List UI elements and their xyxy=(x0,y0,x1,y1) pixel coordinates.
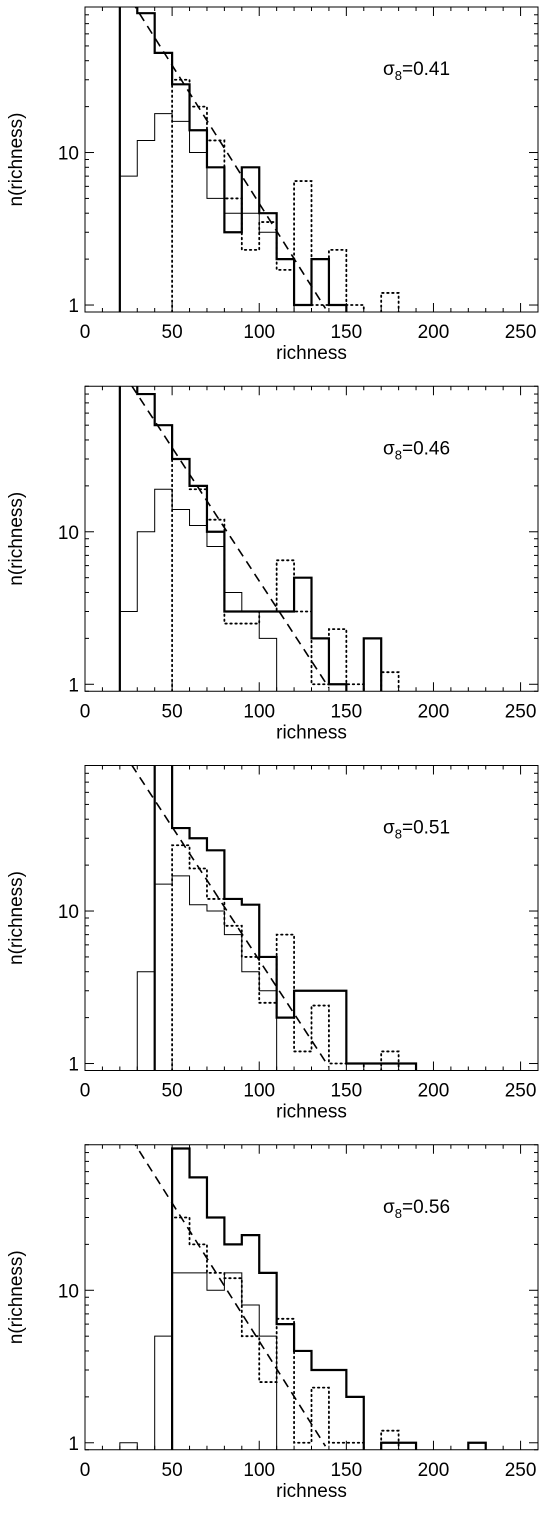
series-thick-solid xyxy=(171,1147,487,1450)
fit-line xyxy=(131,765,330,1068)
y-tick-label: 1 xyxy=(68,1055,79,1076)
x-tick-label: 100 xyxy=(243,322,275,343)
series-dotted xyxy=(171,458,400,692)
x-tick-label: 50 xyxy=(162,701,183,722)
series-thin-solid xyxy=(119,113,295,312)
y-axis-label: n(richness) xyxy=(6,492,27,586)
series-dotted xyxy=(171,1216,400,1450)
series-dotted xyxy=(171,844,400,1071)
x-tick-label: 50 xyxy=(162,1460,183,1481)
y-tick-label: 1 xyxy=(68,675,79,696)
x-tick-label: 0 xyxy=(80,322,91,343)
y-axis-label: n(richness) xyxy=(6,1250,27,1344)
fit-line xyxy=(134,7,327,309)
annotation-subscript: 8 xyxy=(395,68,402,83)
x-tick-label: 100 xyxy=(243,1460,275,1481)
annotation-value: =0.51 xyxy=(402,818,450,839)
x-axis-label: richness xyxy=(276,1481,347,1502)
series-thin-solid xyxy=(136,875,278,1071)
x-tick-label: 50 xyxy=(162,1081,183,1102)
x-tick-label: 250 xyxy=(505,322,537,343)
fit-line xyxy=(131,386,330,689)
y-tick-label: 10 xyxy=(58,144,79,165)
annotation-subscript: 8 xyxy=(395,827,402,842)
y-tick-label: 10 xyxy=(58,523,79,544)
x-tick-label: 0 xyxy=(80,1460,91,1481)
y-tick-label: 10 xyxy=(58,902,79,923)
plot-frame xyxy=(84,765,539,1071)
annotation-symbol: σ xyxy=(383,438,395,459)
x-tick-label: 150 xyxy=(330,1081,362,1102)
x-tick-label: 100 xyxy=(243,1081,275,1102)
sigma8-annotation: σ8=0.46 xyxy=(383,438,450,462)
x-tick-label: 250 xyxy=(505,1081,537,1102)
data-layer xyxy=(119,1144,487,1450)
x-tick-label: 200 xyxy=(418,1460,450,1481)
series-thin-solid xyxy=(119,1272,278,1450)
x-tick-label: 0 xyxy=(80,1081,91,1102)
panel-4: 0 50 100 150 200 250 1 10 richness n(richness) σ8=… xyxy=(6,1144,539,1502)
x-tick-label: 200 xyxy=(418,1081,450,1102)
annotation-value: =0.46 xyxy=(402,438,450,459)
x-tick-label: 150 xyxy=(330,1460,362,1481)
annotation-symbol: σ xyxy=(383,1197,395,1218)
annotation-subscript: 8 xyxy=(395,447,402,462)
y-axis-label: n(richness) xyxy=(6,871,27,965)
annotation-value: =0.56 xyxy=(402,1197,450,1218)
y-axis-label: n(richness) xyxy=(6,113,27,207)
series-thick-solid xyxy=(153,765,418,1071)
panel-2: 0 50 100 150 200 250 1 10 richness n(richness) σ8=… xyxy=(6,385,539,743)
y-tick-label: 10 xyxy=(58,1281,79,1302)
x-tick-label: 0 xyxy=(80,701,91,722)
x-tick-label: 150 xyxy=(330,701,362,722)
data-layer xyxy=(118,386,400,692)
y-tick-label: 1 xyxy=(68,296,79,317)
series-thick-solid xyxy=(118,386,383,692)
data-layer xyxy=(131,765,418,1071)
sigma8-annotation: σ8=0.56 xyxy=(383,1197,450,1221)
x-axis-label: richness xyxy=(276,722,347,743)
annotation-symbol: σ xyxy=(383,59,395,80)
annotation-subscript: 8 xyxy=(395,1206,402,1221)
x-tick-label: 200 xyxy=(418,322,450,343)
x-axis-label: richness xyxy=(276,1102,347,1123)
sigma8-annotation: σ8=0.51 xyxy=(383,818,450,842)
x-tick-label: 50 xyxy=(162,322,183,343)
fit-line xyxy=(134,1144,327,1447)
annotation-symbol: σ xyxy=(383,818,395,839)
x-tick-label: 100 xyxy=(243,701,275,722)
panel-3: 0 50 100 150 200 250 1 10 richness n(richness) σ8=… xyxy=(6,765,539,1123)
sigma8-annotation: σ8=0.41 xyxy=(383,59,450,83)
panel-1: 0 50 100 150 200 250 1 10 richness n(richness) σ8=… xyxy=(6,6,539,364)
x-tick-label: 250 xyxy=(505,1460,537,1481)
x-tick-label: 150 xyxy=(330,322,362,343)
series-dotted xyxy=(171,78,400,312)
data-layer xyxy=(118,7,400,312)
x-axis-label: richness xyxy=(276,343,347,364)
annotation-value: =0.41 xyxy=(402,59,450,80)
x-tick-label: 200 xyxy=(418,701,450,722)
x-tick-label: 250 xyxy=(505,701,537,722)
series-thin-solid xyxy=(119,488,278,692)
y-tick-label: 1 xyxy=(68,1434,79,1455)
